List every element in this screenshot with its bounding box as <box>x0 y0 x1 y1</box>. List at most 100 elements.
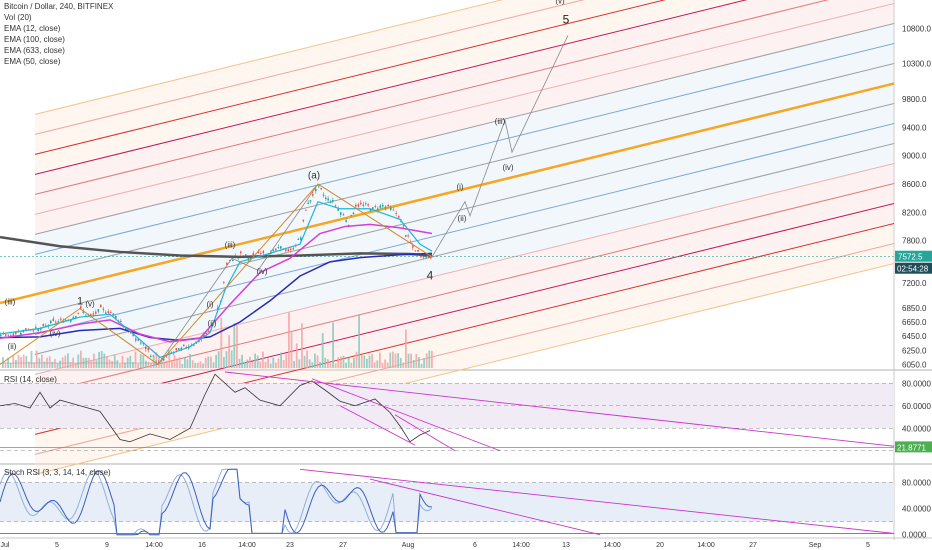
time-tick-label: Jul <box>1 542 10 549</box>
fib-band <box>35 3 894 235</box>
candle-body <box>125 328 127 330</box>
candle-body <box>384 206 387 209</box>
stoch-pane-label[interactable]: Stoch RSI (3, 3, 14, 14, close) <box>4 468 111 477</box>
candle-body <box>80 306 82 309</box>
volume-bar <box>61 357 64 368</box>
volume-bar <box>228 335 230 368</box>
candle-body <box>387 205 389 207</box>
candle-body <box>392 209 395 211</box>
volume-bar <box>103 353 106 368</box>
candle-body <box>372 207 374 209</box>
candle-body <box>407 235 409 237</box>
candle-body <box>252 253 255 256</box>
volume-bar <box>373 362 376 368</box>
volume-bar <box>134 351 137 368</box>
volume-bar <box>332 322 334 368</box>
candle-body <box>320 188 322 190</box>
volume-bar <box>173 355 176 368</box>
candle-body <box>132 334 135 337</box>
volume-bar <box>405 329 407 368</box>
wave-label: (ii) <box>8 342 17 351</box>
countdown-text: 02:54:28 <box>897 265 929 274</box>
volume-bar <box>168 352 171 368</box>
candle-body <box>302 219 305 222</box>
rsi-current-badge <box>895 441 932 453</box>
volume-bar <box>301 323 303 368</box>
candle-body <box>312 194 314 196</box>
fib-band <box>35 203 894 435</box>
price-tick-label: 10800.0 <box>902 24 931 33</box>
volume-bar <box>402 362 405 368</box>
volume-bar <box>423 357 425 368</box>
volume-bar <box>321 333 324 368</box>
wave-label: (iv) <box>49 329 60 338</box>
candle-body <box>15 331 17 335</box>
indicator-ema12[interactable]: EMA (12, close) <box>4 24 61 33</box>
price-tick-label: 10300.0 <box>902 60 931 69</box>
price-tick-label: 6850.0 <box>902 304 927 313</box>
volume-bar <box>293 361 295 368</box>
rsi-trendline <box>394 414 456 452</box>
candle-body <box>85 314 87 316</box>
candle-body <box>145 347 147 350</box>
candle-body <box>430 256 432 259</box>
volume-bar <box>407 353 410 368</box>
volume-bar <box>33 362 35 368</box>
volume-bar <box>236 325 238 368</box>
stoch-k-line <box>0 468 433 536</box>
candle-body <box>277 247 280 249</box>
volume-bar <box>298 359 301 368</box>
fib-line <box>34 0 667 155</box>
volume-bar <box>90 360 93 368</box>
volume-bar <box>275 362 277 368</box>
volume-bar <box>262 351 264 368</box>
fib-line <box>34 0 829 195</box>
volume-bar <box>155 352 158 368</box>
volume-bar <box>12 355 15 368</box>
candle-body <box>425 255 427 258</box>
current-price-badge <box>895 250 932 262</box>
time-tick-label: 9 <box>105 542 109 549</box>
candle-body <box>165 355 168 357</box>
volume-bar <box>100 351 103 368</box>
fib-band <box>35 123 894 355</box>
volume-bar <box>64 355 67 368</box>
candle-body <box>409 241 412 243</box>
price-tick-label: 8600.0 <box>902 180 927 189</box>
volume-bar <box>350 362 353 368</box>
price-tick-label: 7200.0 <box>902 279 927 288</box>
candle-body <box>414 250 417 252</box>
wave-label: (iii) <box>495 117 506 126</box>
indicator-ema100[interactable]: EMA (100, close) <box>4 35 65 44</box>
price-tick-label: 6050.0 <box>902 360 927 369</box>
indicator-vol[interactable]: Vol (20) <box>4 13 32 22</box>
volume-bar <box>163 363 165 368</box>
volume-bar <box>233 323 236 368</box>
candle-body <box>402 225 405 227</box>
volume-bar <box>366 358 368 368</box>
volume-bar <box>56 362 59 368</box>
candle-body <box>297 238 300 240</box>
time-tick-label: 14:00 <box>145 542 163 549</box>
indicator-ema50[interactable]: EMA (50, close) <box>4 57 61 66</box>
candle-body <box>318 185 320 187</box>
indicator-ema633[interactable]: EMA (633, close) <box>4 46 65 55</box>
candle-body <box>223 282 225 284</box>
candle-body <box>35 327 37 329</box>
rsi-pane-label[interactable]: RSI (14, close) <box>4 375 57 384</box>
candle-body <box>150 355 152 357</box>
candle-body <box>305 209 307 211</box>
stoch-band <box>0 482 894 522</box>
time-tick-label: 27 <box>339 542 347 549</box>
volume-bars <box>2 312 433 368</box>
rsi-tick-label: 40.0000 <box>902 424 931 433</box>
volume-bar <box>399 357 402 368</box>
volume-bar <box>319 362 321 368</box>
candle-body <box>285 249 287 251</box>
volume-bar <box>345 362 347 368</box>
candle-body <box>422 255 425 258</box>
wave-label: (iv) <box>256 267 267 276</box>
candle-body <box>382 204 384 207</box>
candle-body <box>135 338 137 341</box>
